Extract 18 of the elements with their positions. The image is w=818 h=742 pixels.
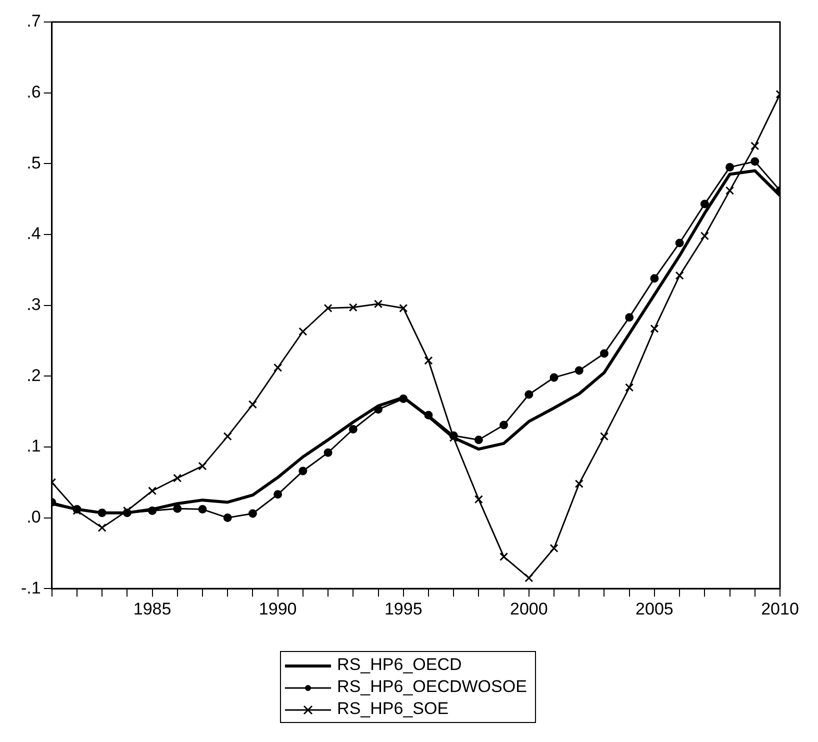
y-tick-label: .3 [26, 294, 41, 314]
y-tick-label: .1 [26, 436, 41, 456]
legend-label: RS_HP6_SOE [337, 699, 449, 718]
y-tick-label: .7 [26, 12, 41, 31]
y-tick-label: .2 [26, 366, 41, 385]
x-tick-label: 1990 [258, 599, 297, 618]
y-tick-label: .0 [26, 507, 41, 526]
y-tick-label: .5 [26, 153, 41, 172]
x-tick-label: 1985 [133, 599, 172, 618]
legend-label: RS_HP6_OECD [337, 655, 462, 674]
x-tick-label: 2010 [761, 599, 799, 618]
y-tick-label: -.1 [20, 578, 41, 598]
x-tick-label: 1995 [384, 599, 422, 618]
y-tick-label: .6 [26, 82, 41, 102]
x-tick-label: 2000 [510, 599, 548, 618]
x-tick-label: 2005 [636, 599, 674, 618]
legend-label: RS_HP6_OECDWOSOE [337, 677, 527, 696]
y-tick-label: .4 [26, 224, 41, 244]
